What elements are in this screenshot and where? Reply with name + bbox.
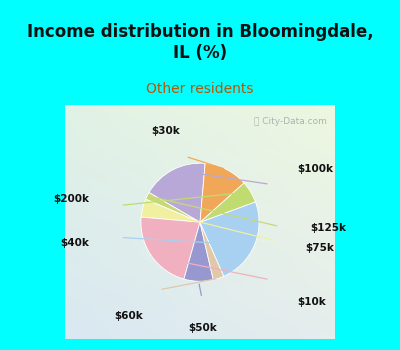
Wedge shape [184,222,213,281]
Text: $125k: $125k [310,223,346,233]
Text: $60k: $60k [115,311,144,321]
Wedge shape [141,199,200,222]
Text: Income distribution in Bloomingdale,
IL (%): Income distribution in Bloomingdale, IL … [27,23,373,62]
Wedge shape [146,193,200,222]
Wedge shape [141,217,200,279]
Wedge shape [200,202,259,276]
Wedge shape [149,163,205,222]
Text: $50k: $50k [188,323,217,333]
Text: $10k: $10k [297,297,326,307]
Text: $75k: $75k [305,243,334,253]
Text: $30k: $30k [151,126,180,136]
Wedge shape [200,222,224,280]
Text: ⓘ City-Data.com: ⓘ City-Data.com [254,117,326,126]
Wedge shape [200,183,256,222]
Text: $40k: $40k [61,238,90,248]
Text: $100k: $100k [297,164,333,175]
Text: $200k: $200k [54,194,90,204]
Text: Other residents: Other residents [146,82,254,96]
Wedge shape [200,163,244,222]
